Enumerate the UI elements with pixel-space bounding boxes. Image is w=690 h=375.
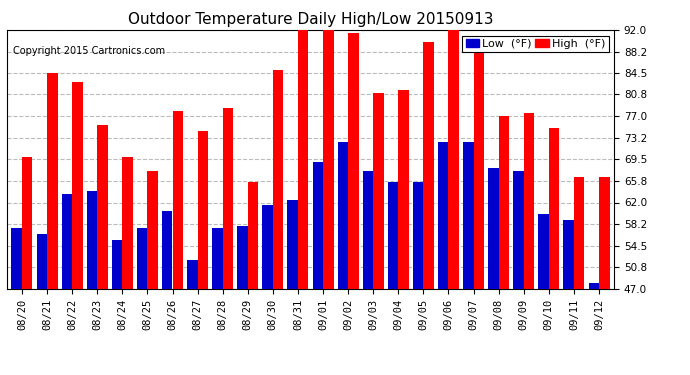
Bar bbox=[499, 116, 509, 289]
Bar bbox=[172, 111, 183, 289]
Bar bbox=[473, 47, 484, 289]
Bar bbox=[137, 228, 148, 289]
Bar bbox=[448, 30, 459, 289]
Bar bbox=[337, 142, 348, 289]
Bar bbox=[438, 142, 449, 289]
Bar bbox=[348, 33, 359, 289]
Bar bbox=[112, 240, 122, 289]
Bar bbox=[212, 228, 223, 289]
Bar bbox=[599, 177, 609, 289]
Bar bbox=[122, 156, 133, 289]
Bar bbox=[574, 177, 584, 289]
Bar bbox=[237, 225, 248, 289]
Legend: Low  (°F), High  (°F): Low (°F), High (°F) bbox=[462, 36, 609, 52]
Bar bbox=[363, 171, 373, 289]
Bar bbox=[262, 206, 273, 289]
Bar bbox=[288, 200, 298, 289]
Bar bbox=[524, 113, 534, 289]
Bar bbox=[187, 260, 197, 289]
Bar bbox=[513, 171, 524, 289]
Bar bbox=[298, 30, 308, 289]
Bar bbox=[424, 42, 434, 289]
Bar bbox=[248, 182, 258, 289]
Bar bbox=[538, 214, 549, 289]
Bar bbox=[223, 108, 233, 289]
Bar bbox=[373, 93, 384, 289]
Bar bbox=[87, 191, 97, 289]
Text: Copyright 2015 Cartronics.com: Copyright 2015 Cartronics.com bbox=[13, 45, 165, 56]
Bar bbox=[97, 125, 108, 289]
Bar bbox=[47, 73, 57, 289]
Bar bbox=[589, 283, 599, 289]
Bar bbox=[388, 182, 398, 289]
Bar bbox=[413, 182, 424, 289]
Title: Outdoor Temperature Daily High/Low 20150913: Outdoor Temperature Daily High/Low 20150… bbox=[128, 12, 493, 27]
Bar bbox=[37, 234, 47, 289]
Bar bbox=[313, 162, 323, 289]
Bar bbox=[488, 168, 499, 289]
Bar bbox=[273, 70, 284, 289]
Bar bbox=[61, 194, 72, 289]
Bar bbox=[22, 156, 32, 289]
Bar bbox=[463, 142, 473, 289]
Bar bbox=[162, 211, 172, 289]
Bar bbox=[549, 128, 560, 289]
Bar bbox=[12, 228, 22, 289]
Bar bbox=[72, 82, 83, 289]
Bar bbox=[197, 130, 208, 289]
Bar bbox=[564, 220, 574, 289]
Bar bbox=[148, 171, 158, 289]
Bar bbox=[398, 90, 409, 289]
Bar bbox=[323, 30, 333, 289]
